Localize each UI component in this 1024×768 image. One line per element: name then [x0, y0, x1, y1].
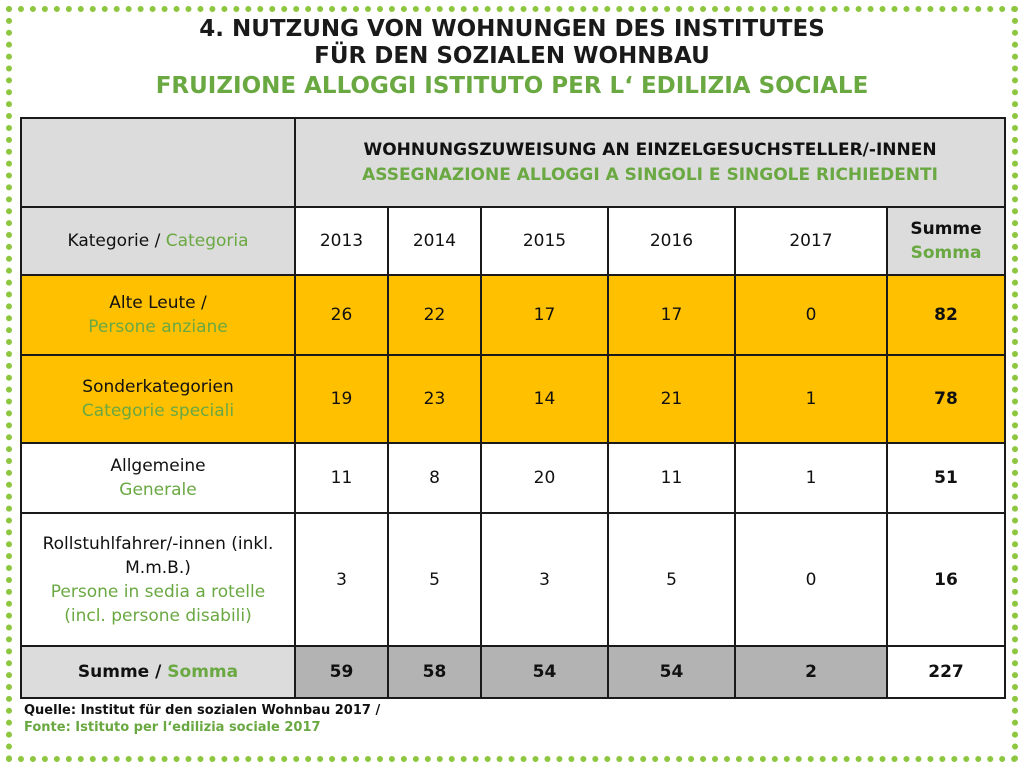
category-label-de: Kategorie /	[67, 231, 166, 251]
table-row: Allgemeine Generale 11 8 20 11 1 51	[20, 442, 1007, 514]
title-de-line2: FÜR DEN SOZIALEN WOHNBAU	[314, 43, 710, 69]
value-cell: 17	[607, 274, 736, 356]
category-header: Kategorie / Categoria	[20, 206, 296, 276]
group-header-row: WOHNUNGSZUWEISUNG AN EINZELGESUCHSTELLER…	[20, 117, 1007, 208]
sum-label-de: Summe	[910, 219, 982, 239]
row-label: Sonderkategorien Categorie speciali	[20, 354, 296, 444]
row-label-de: Allgemeine	[110, 456, 206, 476]
total-label-it: Somma	[167, 662, 239, 682]
row-label-it: Persone in sedia a rotelle (incl. person…	[50, 581, 266, 626]
value-cell: 26	[294, 274, 389, 356]
page-title: 4. NUTZUNG VON WOHNUNGEN DES INSTITUTES …	[0, 16, 1024, 100]
total-cell: 59	[294, 645, 389, 699]
row-label-de: Sonderkategorien	[82, 377, 234, 397]
row-label: Alte Leute / Persone anziane	[20, 274, 296, 356]
sum-label-it: Somma	[910, 243, 982, 263]
value-cell: 0	[734, 274, 888, 356]
row-label-it: Generale	[119, 480, 197, 500]
row-sum: 78	[885, 354, 1007, 444]
total-cell: 58	[387, 645, 482, 699]
group-header-it: ASSEGNAZIONE ALLOGGI A SINGOLI E SINGOLE…	[362, 164, 938, 185]
value-cell: 20	[480, 442, 609, 514]
value-cell: 3	[294, 512, 389, 647]
row-label-it: Categorie speciali	[81, 401, 235, 421]
row-label-it: Persone anziane	[88, 317, 228, 337]
total-cell: 54	[480, 645, 609, 699]
grand-total: 227	[885, 645, 1007, 699]
total-label-de: Summe /	[77, 662, 168, 682]
year-header: 2014	[387, 206, 482, 276]
value-cell: 11	[294, 442, 389, 514]
dotted-border	[6, 6, 1018, 762]
value-cell: 1	[734, 442, 888, 514]
value-cell: 11	[607, 442, 736, 514]
row-label: Allgemeine Generale	[20, 442, 296, 514]
value-cell: 21	[607, 354, 736, 444]
year-header: 2015	[480, 206, 609, 276]
year-header: 2017	[734, 206, 888, 276]
group-header-de: WOHNUNGSZUWEISUNG AN EINZELGESUCHSTELLER…	[363, 139, 937, 160]
value-cell: 1	[734, 354, 888, 444]
value-cell: 17	[480, 274, 609, 356]
row-sum: 51	[885, 442, 1007, 514]
year-header: 2016	[607, 206, 736, 276]
year-header-row: Kategorie / Categoria 2013 2014 2015 201…	[20, 206, 1007, 276]
row-sum: 82	[885, 274, 1007, 356]
row-label: Rollstuhlfahrer/-innen (inkl. M.m.B.) Per…	[20, 512, 296, 647]
table-row: Alte Leute / Persone anziane 26 22 17 17 …	[20, 274, 1007, 356]
corner-cell	[20, 117, 296, 208]
value-cell: 23	[387, 354, 482, 444]
total-cell: 54	[607, 645, 736, 699]
total-row: Summe / Somma 59 58 54 54 2 227	[20, 645, 1007, 699]
row-sum: 16	[885, 512, 1007, 647]
value-cell: 19	[294, 354, 389, 444]
sum-header: Summe Somma	[885, 206, 1007, 276]
source-it: Fonte: Istituto per l‘edilizia sociale 2…	[24, 720, 321, 735]
total-label: Summe / Somma	[20, 645, 296, 699]
title-it: FRUIZIONE ALLOGGI ISTITUTO PER L‘ EDILIZ…	[155, 73, 869, 99]
row-label-de: Rollstuhlfahrer/-innen (inkl. M.m.B.)	[42, 533, 274, 578]
group-header: WOHNUNGSZUWEISUNG AN EINZELGESUCHSTELLER…	[293, 117, 1007, 208]
value-cell: 14	[480, 354, 609, 444]
title-de-line1: 4. NUTZUNG VON WOHNUNGEN DES INSTITUTES	[199, 16, 825, 42]
value-cell: 0	[734, 512, 888, 647]
value-cell: 8	[387, 442, 482, 514]
value-cell: 5	[387, 512, 482, 647]
category-label-it: Categoria	[165, 231, 249, 251]
source-note: Quelle: Institut für den sozialen Wohnba…	[24, 702, 380, 736]
table-row: Sonderkategorien Categorie speciali 19 23…	[20, 354, 1007, 444]
year-header: 2013	[294, 206, 389, 276]
row-label-de: Alte Leute /	[109, 293, 207, 313]
value-cell: 5	[607, 512, 736, 647]
source-de: Quelle: Institut für den sozialen Wohnba…	[24, 703, 381, 718]
allocation-table: WOHNUNGSZUWEISUNG AN EINZELGESUCHSTELLER…	[20, 117, 1007, 699]
total-cell: 2	[734, 645, 888, 699]
table-row: Rollstuhlfahrer/-innen (inkl. M.m.B.) Per…	[20, 512, 1007, 647]
value-cell: 3	[480, 512, 609, 647]
value-cell: 22	[387, 274, 482, 356]
